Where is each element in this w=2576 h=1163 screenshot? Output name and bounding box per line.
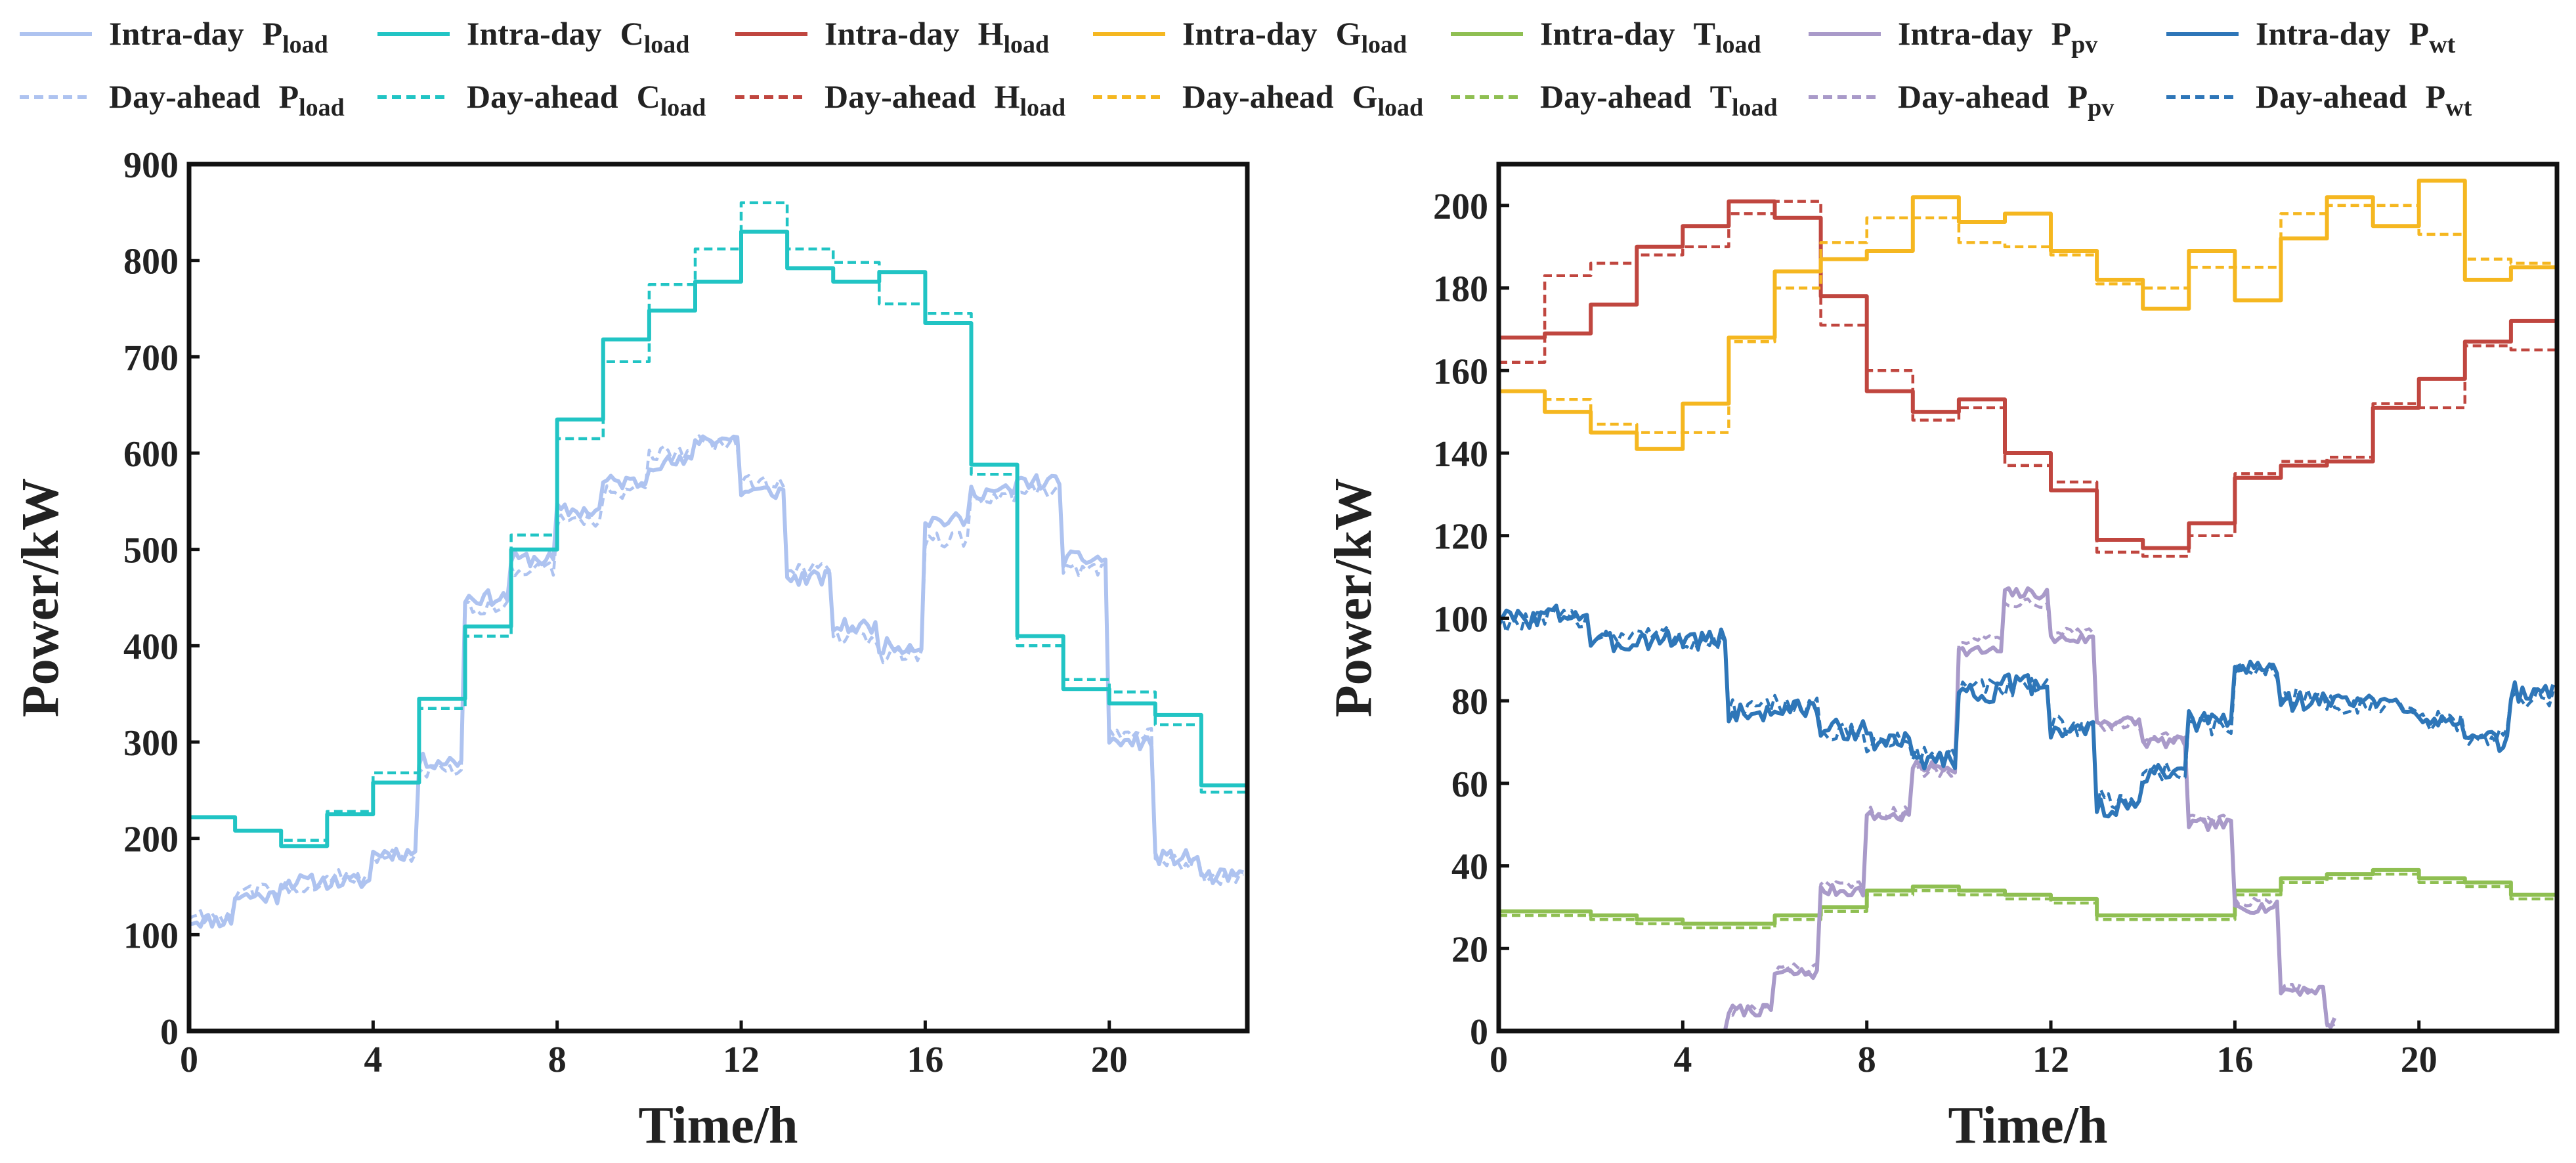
y-axis-title: Power/kW bbox=[1325, 478, 1383, 717]
legend-label: Day-ahead Hload bbox=[825, 78, 1065, 121]
y-tick-label: 100 bbox=[123, 915, 179, 956]
x-tick-label: 0 bbox=[180, 1040, 198, 1080]
y-tick-label: 700 bbox=[123, 338, 179, 378]
legend-label: Day-ahead Cload bbox=[467, 78, 706, 121]
legend-entry: Day-ahead Cload bbox=[377, 78, 706, 121]
x-tick-label: 16 bbox=[907, 1040, 943, 1080]
x-tick-label: 20 bbox=[2401, 1040, 2437, 1080]
x-tick-label: 4 bbox=[1673, 1040, 1692, 1080]
x-tick-label: 0 bbox=[1490, 1040, 1508, 1080]
legend-label: Intra-day Gload bbox=[1182, 15, 1407, 58]
series-line-p-load-intra-day bbox=[189, 434, 1244, 929]
legend-entry: Intra-day Ppv bbox=[1809, 15, 2097, 58]
legend-label: Intra-day Hload bbox=[825, 15, 1049, 58]
y-tick-label: 20 bbox=[1451, 929, 1488, 970]
legend-label: Day-ahead Pload bbox=[109, 78, 345, 121]
series-line-h-load-day-ahead bbox=[1499, 200, 2557, 558]
y-tick-label: 120 bbox=[1433, 517, 1488, 558]
series-line-p-wt-intra-day bbox=[1499, 603, 2556, 819]
series-line-p-wt-day-ahead bbox=[1499, 606, 2555, 810]
y-tick-label: 80 bbox=[1451, 682, 1488, 722]
x-axis-title: Time/h bbox=[638, 1097, 798, 1154]
series-line-p-pv-intra-day bbox=[1721, 586, 2336, 1031]
y-tick-label: 800 bbox=[123, 242, 179, 282]
y-tick-label: 160 bbox=[1433, 351, 1488, 392]
series-line-c-load-intra-day bbox=[189, 229, 1247, 848]
x-axis-title: Time/h bbox=[1948, 1097, 2107, 1154]
plot-frame bbox=[186, 162, 1250, 1034]
legend-entry: Day-ahead Tload bbox=[1451, 78, 1778, 121]
legend-label: Intra-day Pload bbox=[109, 15, 328, 58]
y-tick-label: 40 bbox=[1451, 847, 1488, 888]
x-tick-label: 8 bbox=[1858, 1040, 1876, 1080]
x-tick-label: 16 bbox=[2216, 1040, 2253, 1080]
x-tick-label: 12 bbox=[723, 1040, 760, 1080]
series-line-c-load-day-ahead bbox=[189, 201, 1247, 842]
legend-label: Intra-day Tload bbox=[1540, 15, 1761, 58]
y-tick-label: 60 bbox=[1451, 764, 1488, 805]
y-tick-label: 600 bbox=[123, 434, 179, 475]
y-tick-label: 140 bbox=[1433, 434, 1488, 475]
legend-label: Intra-day Pwt bbox=[2256, 15, 2456, 58]
y-tick-label: 0 bbox=[160, 1012, 179, 1053]
legend-label: Day-ahead Gload bbox=[1182, 78, 1423, 121]
legend-entry: Intra-day Hload bbox=[735, 15, 1049, 58]
plot-frame bbox=[1496, 162, 2560, 1034]
y-tick-label: 500 bbox=[123, 531, 179, 571]
series-line-t-load-intra-day bbox=[1499, 867, 2557, 926]
series-line-g-load-day-ahead bbox=[1499, 204, 2557, 434]
y-tick-label: 180 bbox=[1433, 269, 1488, 310]
legend-label: Day-ahead Tload bbox=[1540, 78, 1778, 121]
series-line-p-pv-day-ahead bbox=[1721, 597, 2336, 1031]
legend-entry: Intra-day Pload bbox=[20, 15, 328, 58]
y-tick-label: 400 bbox=[123, 626, 179, 667]
legend-label: Day-ahead Ppv bbox=[1898, 78, 2114, 121]
y-tick-label: 100 bbox=[1433, 599, 1488, 640]
legend-entry: Intra-day Cload bbox=[377, 15, 689, 58]
legend-entry: Day-ahead Pload bbox=[20, 78, 345, 121]
plot-area bbox=[189, 201, 1247, 929]
plot-area bbox=[1499, 179, 2557, 1031]
legend-entry: Day-ahead Ppv bbox=[1809, 78, 2114, 121]
legend-label: Intra-day Cload bbox=[467, 15, 689, 58]
series-line-h-load-intra-day bbox=[1499, 199, 2557, 550]
legend-label: Intra-day Ppv bbox=[1898, 15, 2097, 58]
legend-entry: Intra-day Gload bbox=[1093, 15, 1407, 58]
y-tick-label: 200 bbox=[123, 820, 179, 860]
y-axis-title: Power/kW bbox=[12, 478, 70, 717]
x-tick-label: 4 bbox=[364, 1040, 382, 1080]
series-line-p-load-day-ahead bbox=[189, 434, 1244, 925]
x-tick-label: 12 bbox=[2032, 1040, 2069, 1080]
legend-label: Day-ahead Pwt bbox=[2256, 78, 2472, 121]
legend-entry: Intra-day Pwt bbox=[2166, 15, 2456, 58]
series-line-g-load-intra-day bbox=[1499, 179, 2557, 451]
legend-entry: Day-ahead Hload bbox=[735, 78, 1065, 121]
y-tick-label: 200 bbox=[1433, 187, 1488, 227]
legend: Intra-day Pload Intra-day Cload Intra-day Hlo… bbox=[20, 15, 2472, 121]
legend-entry: Day-ahead Gload bbox=[1093, 78, 1423, 121]
y-tick-label: 300 bbox=[123, 723, 179, 764]
y-tick-label: 0 bbox=[1470, 1012, 1488, 1053]
y-tick-label: 900 bbox=[123, 145, 179, 186]
left-chart-panel: 0 100 200 300 400 500 600 700 800 900 0 4 8 12 16 20 Tim… bbox=[12, 145, 1250, 1154]
x-tick-label: 8 bbox=[548, 1040, 567, 1080]
legend-entry: Intra-day Tload bbox=[1451, 15, 1761, 58]
legend-entry: Day-ahead Pwt bbox=[2166, 78, 2472, 121]
x-tick-label: 20 bbox=[1091, 1040, 1128, 1080]
right-chart-panel: 0 20 40 60 80 100 120 140 160 180 200 0 4 8 12 16 20 Time… bbox=[1325, 162, 2560, 1154]
